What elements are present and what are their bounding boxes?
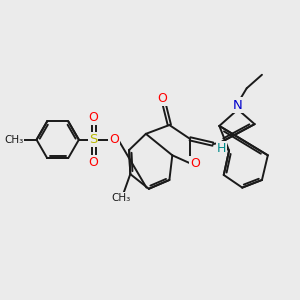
Text: O: O <box>88 156 98 169</box>
Text: O: O <box>158 92 168 105</box>
Text: O: O <box>190 157 200 170</box>
Text: O: O <box>88 111 98 124</box>
Text: CH₃: CH₃ <box>4 135 23 145</box>
Text: H: H <box>217 142 226 155</box>
Text: CH₃: CH₃ <box>111 193 130 203</box>
Text: N: N <box>233 98 243 112</box>
Text: S: S <box>89 133 97 146</box>
Text: O: O <box>109 133 119 146</box>
